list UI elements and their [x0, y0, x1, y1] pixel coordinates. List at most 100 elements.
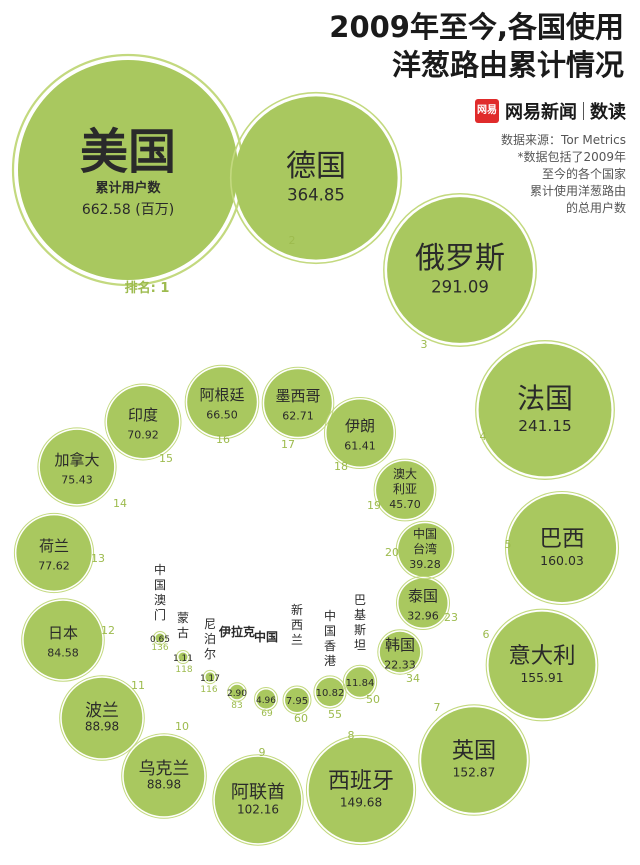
value-label: 364.85 — [287, 186, 345, 205]
bubble — [345, 667, 375, 697]
bubble-ring — [282, 685, 312, 715]
brand-sub: 数读 — [590, 102, 626, 123]
brand-divider — [583, 102, 584, 120]
bubble — [234, 96, 398, 260]
metric-label: 累计用户数 — [95, 180, 161, 196]
bubble — [178, 652, 188, 662]
value-label: 75.43 — [61, 474, 93, 487]
country-label: 墨西哥 — [275, 387, 320, 405]
bubble — [488, 611, 596, 719]
rank-label: 16 — [216, 433, 230, 446]
value-label: 662.58 (百万) — [82, 202, 174, 218]
value-label: 2.90 — [227, 689, 247, 699]
bubble — [376, 461, 434, 519]
country-label: 法国 — [517, 382, 573, 415]
country-label: 意大利 — [508, 643, 575, 669]
country-label: 阿联酋 — [231, 782, 285, 803]
value-label: 88.98 — [147, 778, 181, 792]
value-label: 84.58 — [47, 647, 79, 660]
rank-label: 7 — [434, 701, 441, 714]
country-label: 尼泊尔 — [204, 617, 216, 661]
bubble — [264, 369, 332, 437]
bubble — [315, 677, 345, 707]
bubble-ring — [121, 733, 207, 819]
bubble — [421, 707, 527, 813]
rank-label: 10 — [175, 720, 189, 733]
country-label: 新西兰 — [291, 602, 303, 647]
value-label: 291.09 — [431, 278, 489, 297]
bubble-ring — [202, 669, 218, 685]
bubble-ring — [373, 458, 437, 522]
value-label: 160.03 — [540, 553, 584, 568]
country-label: 中国 — [413, 526, 437, 541]
bubble-ring — [212, 754, 304, 846]
rank-label: 23 — [444, 611, 458, 624]
country-label-2: 台湾 — [413, 541, 437, 556]
country-label: 巴基斯坦 — [354, 593, 366, 652]
rank-label: 60 — [294, 712, 308, 725]
value-label: 0.65 — [150, 635, 170, 645]
bubble — [39, 429, 115, 505]
bubble — [123, 735, 205, 817]
value-label: 4.96 — [256, 696, 276, 706]
country-label: 西班牙 — [328, 769, 394, 794]
country-label: 中国香港 — [324, 608, 336, 668]
value-label: 7.95 — [286, 696, 308, 707]
bubble-ring — [485, 608, 599, 722]
value-label: 1.17 — [200, 674, 220, 684]
value-label: 66.50 — [206, 409, 238, 422]
rank-label: 8 — [348, 729, 355, 742]
bubble-ring — [104, 383, 182, 461]
netease-logo-icon: 网易 — [475, 99, 499, 123]
rank-label: 15 — [159, 452, 173, 465]
country-label: 泰国 — [408, 587, 438, 605]
country-label: 美国 — [80, 124, 176, 180]
rank-label: 3 — [421, 338, 428, 351]
value-label: 149.68 — [340, 795, 382, 809]
bubble — [256, 689, 276, 709]
country-label: 印度 — [128, 406, 158, 424]
title-line-1: 2009年至今,各国使用 — [329, 10, 624, 44]
bubble-ring — [227, 682, 247, 702]
note-line-2: 至今的各个国家 — [541, 167, 626, 181]
bubble-ring — [21, 598, 105, 682]
rank-label: 12 — [101, 624, 115, 637]
rank-label: 116 — [200, 685, 217, 695]
rank-label: 9 — [259, 746, 266, 759]
country-label: 日本 — [48, 624, 78, 642]
country-label: 中国澳门 — [154, 562, 166, 622]
rank-label: 34 — [406, 672, 420, 685]
bubble-ring — [305, 734, 417, 846]
bubble — [398, 578, 448, 628]
bubble-ring — [324, 397, 396, 469]
bubble-ring — [396, 576, 450, 630]
bubble-ring — [383, 193, 537, 347]
value-label: 155.91 — [520, 671, 563, 685]
value-label: 10.82 — [316, 688, 345, 699]
rank-label: 排名: 1 — [125, 280, 170, 296]
country-label: 伊拉克 — [218, 624, 255, 639]
brand-bar: 网易 网易新闻 数读 — [475, 98, 626, 124]
title-line-2: 洋葱路由累计情况 — [391, 48, 624, 82]
bubble-ring — [176, 650, 190, 664]
rank-label: 136 — [151, 643, 168, 653]
rank-label: 19 — [367, 499, 381, 512]
country-label: 阿根廷 — [199, 386, 244, 404]
value-label: 32.96 — [407, 610, 439, 623]
rank-label: 55 — [328, 708, 342, 721]
bubble-ring — [261, 366, 335, 440]
bubble-ring — [418, 704, 530, 816]
bubble-ring — [504, 490, 620, 606]
country-label: 韩国 — [385, 636, 415, 654]
bubble — [507, 493, 617, 603]
rank-label: 20 — [385, 546, 399, 559]
bubble-ring — [475, 340, 615, 480]
bubble — [478, 343, 612, 477]
rank-label: 17 — [281, 438, 295, 451]
country-label: 蒙古 — [177, 611, 189, 640]
bubble — [205, 672, 215, 682]
bubble-ring — [184, 364, 260, 440]
rank-label: 2 — [289, 234, 296, 247]
country-label: 波兰 — [85, 700, 119, 720]
